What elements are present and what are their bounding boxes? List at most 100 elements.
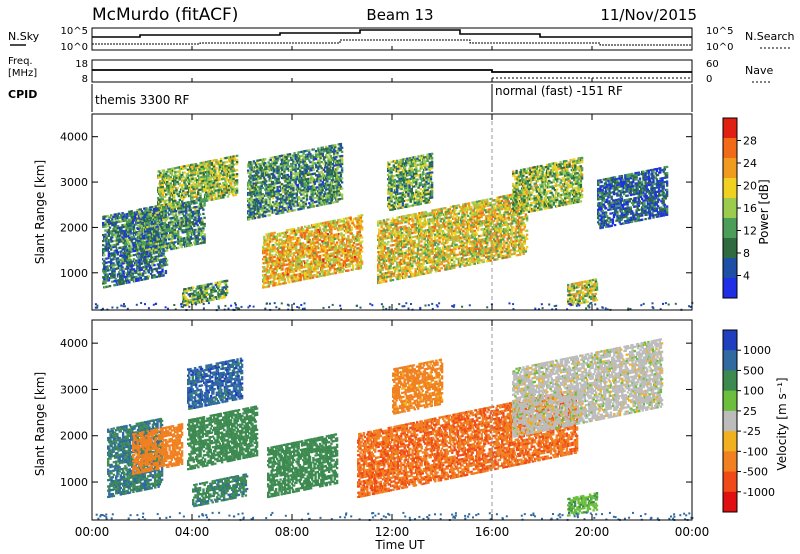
scatter-cell-1 (191, 175, 194, 179)
scatter-cell-0 (103, 276, 106, 279)
scatter-cell-5 (280, 205, 284, 208)
scatter-cell-1 (158, 170, 161, 173)
scatter-cell-1 (209, 178, 212, 181)
scatter-cell-1 (193, 185, 196, 188)
scatter-cell-3 (207, 283, 211, 286)
scatter-cell-5 (287, 187, 291, 191)
scatter-cell-0 (161, 270, 164, 273)
scatter-cell-1 (221, 178, 224, 181)
scatter-cell-1 (176, 166, 179, 169)
scatter-cell-0 (110, 276, 113, 279)
scatter-cell-0 (107, 228, 111, 231)
scatter-cell-5 (247, 198, 250, 201)
scatter-cell-0 (124, 215, 128, 218)
scatter-cell-1 (170, 206, 174, 209)
scatter-cell-2 (155, 242, 158, 245)
scatter-cell-4 (314, 259, 317, 262)
scatter-cell-4 (338, 251, 341, 254)
scatter-cell-0 (164, 257, 168, 260)
scatter-cell-4 (299, 242, 302, 245)
scatter-cell-2 (146, 250, 149, 253)
scatter-cell-2 (151, 224, 155, 228)
scatter-cell-0 (133, 247, 137, 250)
scatter-cell-0 (122, 246, 125, 249)
scatter-cell-1 (219, 188, 223, 191)
scatter-cell-2 (151, 247, 155, 250)
scatter-cell-5 (264, 158, 267, 161)
scatter-cell-4 (304, 233, 307, 236)
scatter-cell-2 (162, 249, 165, 252)
scatter-cell-1 (230, 182, 233, 185)
scatter-cell-5 (280, 189, 284, 192)
scatter-cell-4 (357, 265, 360, 268)
scatter-cell-4 (298, 248, 301, 252)
scatter-cell-5 (274, 156, 277, 159)
scatter-cell-4 (310, 274, 314, 277)
scatter-cell-4 (302, 248, 306, 251)
scatter-cell-2 (164, 207, 167, 211)
scatter-cell-2 (173, 228, 176, 231)
scatter-cell-2 (194, 208, 197, 211)
scatter-cell-0 (145, 261, 148, 264)
scatter-cell-5 (259, 199, 262, 202)
scatter-cell-5 (249, 171, 252, 174)
scatter-cell-1 (187, 178, 191, 181)
scatter-cell-4 (307, 267, 310, 270)
scatter-cell-1 (160, 180, 163, 183)
scatter-cell-0 (139, 256, 142, 259)
scatter-cell-4 (281, 246, 284, 249)
scatter-cell-5 (280, 201, 284, 204)
scatter-cell-2 (146, 236, 149, 239)
scatter-cell-4 (263, 276, 266, 279)
scatter-cell-2 (170, 239, 173, 242)
scatter-cell-4 (282, 256, 285, 259)
scatter-cell-2 (183, 202, 187, 205)
scatter-cell-3 (196, 295, 199, 298)
scatter-cell-3 (220, 290, 223, 294)
scatter-cell-5 (248, 179, 251, 182)
scatter-cell-0 (133, 261, 137, 265)
scatter-cell-5 (286, 190, 289, 193)
scatter-cell-4 (282, 262, 285, 265)
scatter-cell-5 (282, 209, 285, 212)
scatter-cell-0 (149, 246, 153, 249)
scatter-cell-1 (224, 171, 227, 174)
scatter-cell-1 (199, 188, 202, 191)
scatter-cell-0 (141, 232, 145, 235)
scatter-cell-1 (174, 199, 177, 202)
scatter-cell-0 (162, 238, 165, 241)
scatter-cell-1 (165, 193, 168, 196)
scatter-cell-0 (111, 280, 114, 283)
scatter-cell-0 (151, 256, 154, 259)
scatter-cell-4 (317, 265, 321, 268)
scatter-cell-3 (200, 284, 203, 287)
scatter-cell-1 (162, 191, 166, 194)
scatter-cell-1 (199, 194, 202, 197)
scatter-cell-2 (190, 200, 194, 203)
scatter-cell-4 (302, 254, 306, 257)
scatter-cell-0 (133, 278, 137, 281)
scatter-cell-1 (203, 193, 207, 196)
scatter-cell-4 (295, 269, 298, 272)
scatter-cell-1 (232, 167, 235, 170)
scatter-cell-2 (141, 222, 144, 225)
scatter-cell-1 (198, 170, 201, 173)
scatter-cell-5 (269, 179, 272, 182)
scatter-cell-2 (159, 239, 163, 242)
scatter-cell-4 (291, 262, 294, 265)
scatter-cell-2 (153, 230, 156, 233)
scatter-cell-5 (249, 173, 252, 176)
scatter-cell-2 (195, 230, 198, 233)
scatter-cell-4 (359, 242, 363, 245)
scatter-cell-5 (283, 207, 286, 210)
scatter-cell-0 (128, 210, 131, 213)
scatter-cell-5 (271, 160, 275, 163)
scatter-cell-0 (120, 232, 123, 235)
scatter-cell-2 (196, 224, 199, 227)
scatter-cell-0 (128, 236, 131, 239)
scatter-cell-0 (135, 259, 138, 262)
scatter-cell-2 (191, 237, 195, 240)
scatter-cell-4 (333, 227, 336, 230)
scatter-cell-2 (202, 208, 205, 211)
scatter-cell-5 (262, 201, 266, 204)
